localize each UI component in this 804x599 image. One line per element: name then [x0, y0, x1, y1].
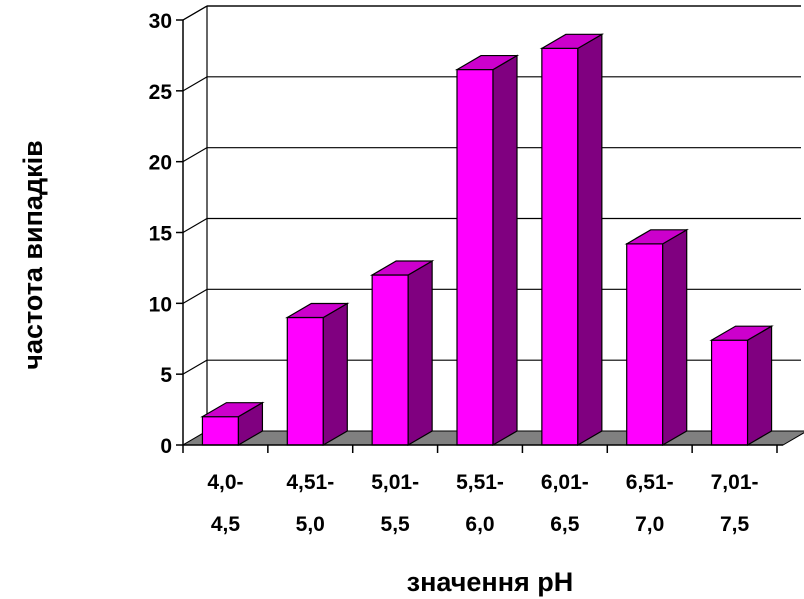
x-tick-label: 6,5: [550, 513, 580, 536]
x-tick-label: 7,5: [720, 513, 750, 536]
y-tick-label: 25: [149, 81, 173, 104]
y-tick-label: 30: [149, 10, 172, 33]
side-gridline: [182, 217, 208, 234]
side-gridline: [182, 76, 208, 92]
bar: [454, 54, 520, 447]
x-tick-label: 5,0: [296, 513, 325, 536]
y-tick-label: 0: [160, 435, 172, 458]
bar-top: [200, 402, 265, 418]
x-tick-label: 5,5: [381, 513, 411, 536]
x-axis-title: значення pH: [407, 567, 574, 597]
bar-front: [371, 274, 409, 446]
bar: [709, 325, 774, 447]
bar-top: [454, 54, 520, 71]
bars: [200, 33, 774, 447]
y-axis: 0 5 10 15 20 25 30: [149, 10, 184, 458]
x-tick-label: 7,0: [635, 513, 664, 536]
x-tick-label: 4,5: [211, 513, 241, 536]
bar: [624, 228, 689, 447]
bar: [539, 33, 605, 447]
x-tick-label: 6,0: [465, 513, 494, 536]
bar-front: [710, 339, 749, 446]
y-axis-title: частота випадків: [18, 140, 48, 369]
x-tick-label: 7,01-: [711, 471, 759, 494]
bar-top: [624, 229, 689, 245]
y-tick-label: 15: [149, 223, 173, 246]
bar-side: [322, 302, 348, 447]
side-gridline: [182, 288, 208, 304]
x-tick-label: 6,51-: [626, 471, 674, 494]
bar-front: [456, 68, 494, 446]
side-gridline: [182, 5, 208, 21]
bar: [369, 259, 435, 447]
bar-front: [201, 416, 240, 446]
bar-side: [577, 33, 603, 447]
y-tick-label: 20: [149, 152, 172, 175]
bar-top: [539, 33, 605, 49]
bar-side: [407, 259, 433, 447]
bar-top: [369, 260, 435, 276]
y-tick-label: 5: [160, 364, 172, 387]
side-gridline: [182, 147, 208, 163]
x-tick-label: 6,01-: [541, 471, 589, 494]
bar-top: [709, 325, 774, 341]
x-axis: 4,0- 4,5 4,51- 5,0 5,01- 5,5 5,51- 6,0 6,01- 6,5 6…: [182, 444, 783, 536]
side-gridline: [182, 359, 208, 375]
x-tick-label: 5,51-: [456, 471, 504, 494]
bar-side: [662, 228, 688, 447]
bar-side: [492, 54, 518, 447]
bar-front: [541, 47, 579, 446]
bar-top: [285, 302, 350, 319]
x-tick-label: 4,0-: [207, 471, 243, 494]
x-tick-label: 4,51-: [286, 471, 334, 494]
bar-front: [286, 316, 324, 446]
bar-front: [626, 243, 664, 446]
bar-side: [746, 325, 773, 447]
x-tick-label: 5,01-: [371, 471, 419, 494]
y-tick-label: 10: [149, 293, 172, 316]
bar: [200, 401, 265, 447]
bar: [285, 302, 350, 447]
